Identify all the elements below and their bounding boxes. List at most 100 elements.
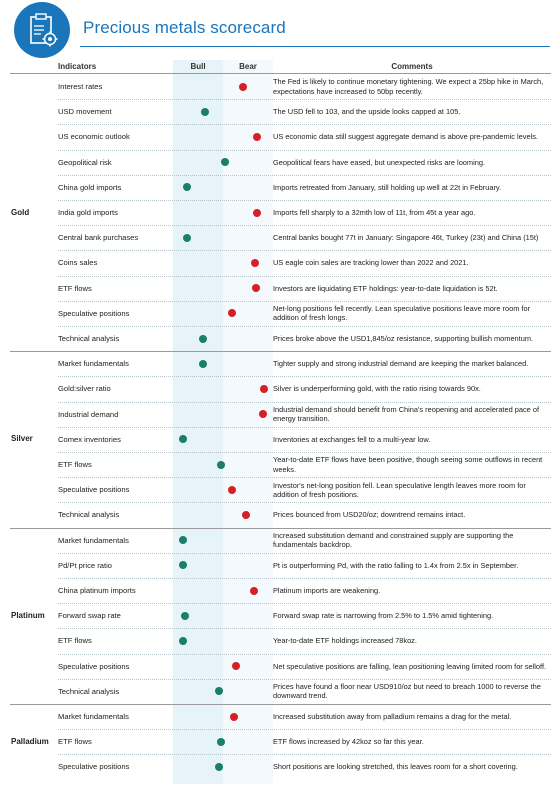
comment-text: Platinum imports are weakening. bbox=[273, 585, 381, 595]
bear-signal-dot bbox=[231, 662, 240, 671]
comment-text: The USD fell to 103, and the upside look… bbox=[273, 107, 461, 117]
bear-signal-dot bbox=[229, 712, 238, 721]
comment-text: Pt is outperforming Pd, with the ratio f… bbox=[273, 560, 519, 570]
row-divider bbox=[58, 754, 551, 756]
bear-signal-dot bbox=[228, 485, 236, 494]
comments-header: Comments bbox=[391, 62, 433, 71]
group-divider bbox=[10, 351, 551, 353]
bull-signal-dot bbox=[183, 183, 191, 192]
table-row: ETF flows ETF flows increased by 42koz so… bbox=[0, 729, 558, 754]
header: Precious metals scorecard bbox=[0, 0, 558, 60]
comment-text: Tighter supply and strong industrial dem… bbox=[273, 359, 529, 369]
row-divider bbox=[58, 300, 551, 302]
indicator-label: Speculative positions bbox=[58, 661, 130, 671]
row-divider bbox=[58, 578, 551, 579]
indicator-label: Coins sales bbox=[58, 258, 98, 268]
row-divider bbox=[58, 729, 551, 731]
bear-column-band bbox=[223, 60, 273, 784]
comment-cell: Forward swap rate is narrowing from 2.5%… bbox=[273, 603, 551, 628]
comment-text: Increased substitution demand and constr… bbox=[273, 530, 514, 550]
bear-signal-dot bbox=[258, 410, 267, 419]
bull-signal-dot bbox=[178, 435, 187, 444]
table-row: Technical analysis Prices broke above the… bbox=[0, 326, 558, 351]
row-divider bbox=[58, 376, 551, 378]
comment-text: Imports retreated from January, still ho… bbox=[273, 182, 502, 192]
bull-signal-dot bbox=[220, 158, 229, 167]
table-row: ETF flows Year-to-date ETF holdings incre… bbox=[0, 628, 558, 653]
table-row: Speculative positions Net-long positions … bbox=[0, 301, 558, 326]
bear-signal-dot bbox=[238, 82, 247, 91]
indicator-label: Geopolitical risk bbox=[58, 157, 112, 167]
bull-signal-dot bbox=[217, 737, 226, 746]
comment-text: Net speculative positions are falling, l… bbox=[273, 661, 547, 671]
bull-signal-dot bbox=[215, 687, 224, 696]
bull-signal-dot bbox=[183, 233, 191, 242]
comment-text: Silver is underperforming gold, with the… bbox=[273, 384, 481, 394]
comment-cell: Prices broke above the USD1,845/oz resis… bbox=[273, 326, 551, 351]
comment-cell: Imports retreated from January, still ho… bbox=[273, 175, 551, 200]
bull-signal-dot bbox=[201, 107, 209, 116]
table-row: Coins sales US eagle coin sales are track… bbox=[0, 250, 558, 275]
indicator-label: ETF flows bbox=[58, 636, 92, 646]
row-divider bbox=[58, 326, 551, 327]
indicator-label: US economic outlook bbox=[58, 132, 130, 142]
comment-cell: Central banks bought 77t in January: Sin… bbox=[273, 225, 551, 250]
comment-cell: Year-to-date ETF holdings increased 78ko… bbox=[273, 628, 551, 653]
indicator-label: Speculative positions bbox=[58, 485, 130, 495]
indicator-label: Gold:silver ratio bbox=[58, 384, 111, 394]
bull-column-band bbox=[173, 60, 223, 784]
comment-text: The Fed is likely to continue monetary t… bbox=[273, 77, 544, 96]
bull-signal-dot bbox=[199, 334, 208, 343]
table-row: Market fundamentals Increased substitutio… bbox=[0, 528, 558, 553]
indicator-label: China gold imports bbox=[58, 182, 122, 192]
bear-signal-dot bbox=[249, 586, 258, 595]
table-row: Comex inventories Inventories at exchange… bbox=[0, 427, 558, 452]
bull-signal-dot bbox=[181, 611, 190, 620]
title-divider bbox=[80, 46, 550, 47]
indicator-label: Market fundamentals bbox=[58, 712, 129, 722]
comment-text: Short positions are looking stretched, t… bbox=[273, 762, 518, 772]
comment-text: Inventories at exchanges fell to a multi… bbox=[273, 434, 431, 444]
comment-text: Investor's net-long position fell. Lean … bbox=[273, 480, 526, 499]
indicator-label: Technical analysis bbox=[58, 686, 120, 696]
row-divider bbox=[58, 552, 551, 554]
bull-signal-dot bbox=[179, 636, 188, 645]
table-row: ETF flows Investors are liquidating ETF h… bbox=[0, 276, 558, 301]
bear-signal-dot bbox=[242, 510, 251, 519]
row-divider bbox=[58, 225, 551, 227]
comment-cell: Net-long positions fell recently. Lean s… bbox=[273, 301, 551, 326]
row-divider bbox=[58, 678, 551, 680]
indicator-label: Market fundamentals bbox=[58, 359, 129, 369]
indicators-header: Indicators bbox=[58, 62, 97, 71]
bull-signal-dot bbox=[199, 359, 208, 368]
bear-signal-dot bbox=[253, 132, 262, 141]
comment-cell: Year-to-date ETF flows have been positiv… bbox=[273, 452, 551, 477]
table-row: Market fundamentals Increased substitutio… bbox=[0, 704, 558, 729]
indicator-label: Industrial demand bbox=[58, 409, 119, 419]
comment-text: Forward swap rate is narrowing from 2.5%… bbox=[273, 611, 494, 621]
table-row: Industrial demand Industrial demand shoul… bbox=[0, 402, 558, 427]
comment-text: Central banks bought 77t in January: Sin… bbox=[273, 233, 539, 243]
table-row: India gold imports Imports fell sharply t… bbox=[0, 200, 558, 225]
table-row: Technical analysis Prices bounced from US… bbox=[0, 502, 558, 527]
indicator-label: Forward swap rate bbox=[58, 611, 121, 621]
table-row: Technical analysis Prices have found a fl… bbox=[0, 679, 558, 704]
table-row: Interest rates The Fed is likely to conti… bbox=[0, 74, 558, 99]
comment-text: Increased substitution away from palladi… bbox=[273, 711, 512, 721]
comment-text: Imports fell sharply to a 32mth low of 1… bbox=[273, 207, 476, 217]
row-divider bbox=[58, 124, 551, 126]
comment-text: Prices broke above the USD1,845/oz resis… bbox=[273, 333, 534, 343]
comment-cell: Imports fell sharply to a 32mth low of 1… bbox=[273, 200, 551, 225]
group-divider bbox=[10, 527, 551, 529]
bull-header: Bull bbox=[190, 62, 206, 71]
table-row: Speculative positions Net speculative pos… bbox=[0, 654, 558, 679]
indicator-label: ETF flows bbox=[58, 737, 92, 747]
comment-cell: The Fed is likely to continue monetary t… bbox=[273, 74, 551, 99]
bull-signal-dot bbox=[179, 536, 188, 545]
row-divider bbox=[58, 426, 551, 428]
table-row: Pd/Pt price ratio Pt is outperforming Pd,… bbox=[0, 553, 558, 578]
bull-signal-dot bbox=[179, 561, 188, 570]
group-divider bbox=[10, 704, 551, 705]
comment-text: US economic data still suggest aggregate… bbox=[273, 132, 538, 142]
row-divider bbox=[58, 401, 551, 403]
